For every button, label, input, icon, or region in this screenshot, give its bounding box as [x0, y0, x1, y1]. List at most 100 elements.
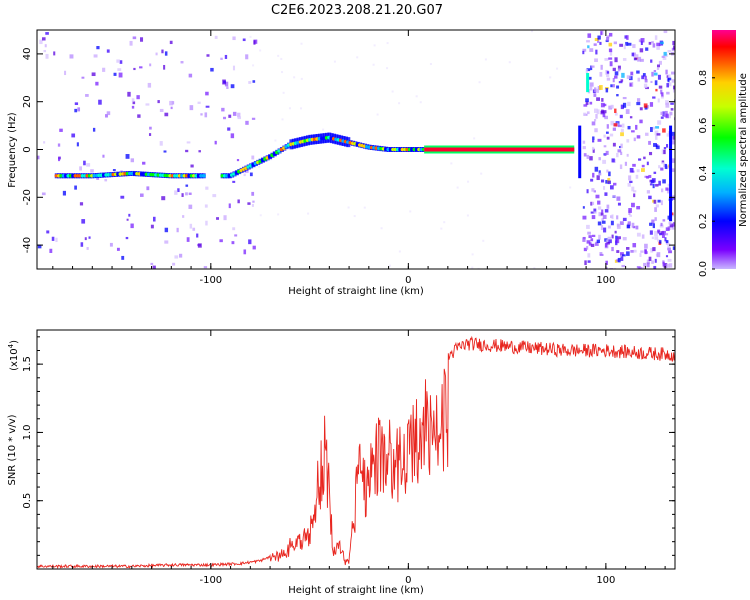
spectrogram-noise-cell: [644, 78, 648, 83]
spectrogram-noise-cell: [398, 102, 401, 105]
spectrogram-noise-cell: [662, 219, 666, 222]
spectrogram-noise-cell: [651, 71, 654, 77]
colorbar-tick-label: 0.2: [698, 213, 709, 229]
spectrogram-noise-cell: [665, 113, 669, 119]
spectrogram-noise-cell: [610, 104, 614, 109]
spectrogram-noise-cell: [185, 149, 189, 153]
spectrogram-noise-cell: [618, 81, 623, 84]
spectrogram-noise-cell: [170, 106, 173, 110]
spectrogram-noise-cell: [353, 215, 356, 218]
spectrogram-noise-cell: [609, 185, 614, 190]
spectrogram-noise-cell: [623, 44, 626, 50]
spectrogram-noise-cell: [43, 141, 46, 144]
spectrogram-noise-cell: [429, 63, 432, 66]
spectrogram-noise-cell: [155, 52, 158, 56]
spectrogram-noise-cell: [654, 134, 658, 140]
spectrogram-noise-cell: [595, 194, 600, 199]
spectrogram-edge-spike: [578, 125, 582, 179]
spectrogram-noise-cell: [665, 69, 668, 75]
spectrogram-noise-cell: [45, 53, 49, 59]
spectrogram-noise-cell: [660, 200, 663, 206]
spectrogram-noise-cell: [646, 175, 649, 179]
spectrogram-y-axis: -40 -20 0 20 40: [22, 48, 675, 253]
spectrogram-noise-cell: [480, 172, 483, 175]
spectrogram-noise-cell: [478, 81, 481, 84]
spectrogram-noise-cell: [161, 196, 166, 201]
spectrogram-noise-cell: [180, 61, 184, 64]
spectrogram-noise-cell: [616, 215, 619, 220]
spectrogram-noise-cell: [626, 35, 629, 40]
spectrogram-noise-cell: [644, 249, 647, 255]
spectrogram-noise-cell: [606, 36, 610, 42]
spectrogram-noise-cell: [622, 96, 627, 100]
figure-title: C2E6.2023.208.21.20.G07: [271, 3, 443, 18]
spectrogram-noise-cell: [91, 72, 96, 77]
spectrogram-noise-cell: [232, 36, 236, 41]
spectrogram-noise-cell: [80, 242, 84, 247]
spectrogram-noise-cell: [620, 128, 624, 133]
spectrogram-noise-cell: [589, 48, 594, 52]
spectrogram-noise-cell: [197, 101, 201, 104]
spectrogram-noise-cell: [662, 128, 666, 133]
spectrogram-noise-cell: [252, 80, 256, 83]
spectrogram-noise-cell: [206, 54, 210, 57]
spectrogram-noise-cell: [188, 73, 193, 78]
spectrogram-noise-cell: [597, 221, 602, 226]
spectrogram-noise-cell: [177, 188, 180, 193]
spectrogram-noise-cell: [656, 133, 661, 136]
spectrogram-noise-cell: [232, 65, 236, 71]
spectrogram-noise-cell: [593, 87, 597, 93]
spectrogram-noise-cell: [648, 140, 652, 145]
spectrogram-noise-cell: [606, 204, 610, 209]
spectrogram-noise-cell: [628, 175, 632, 181]
spectrogram-noise-cell: [594, 128, 598, 133]
spectrogram-noise-cell: [591, 234, 596, 238]
spectrogram-noise-cell: [132, 36, 137, 40]
spectrogram-noise-cell: [613, 182, 617, 186]
spectrogram-noise-cell: [277, 213, 280, 216]
spectrogram-noise-cell: [620, 143, 623, 149]
spectrogram-noise-cell: [627, 42, 632, 46]
spectrogram-noise-cell: [169, 40, 173, 45]
spectrogram-noise-cell: [661, 95, 664, 99]
spectrogram-noise-cell: [665, 227, 670, 232]
spectrogram-noise-cell: [673, 89, 675, 93]
spectrogram-noise-cell: [363, 206, 366, 209]
spectrogram-noise-cell: [612, 77, 615, 83]
spectrogram-noise-cell: [600, 64, 603, 70]
spectrogram-noise-cell: [670, 158, 675, 163]
spectrogram-noise-cell: [597, 35, 601, 40]
spectrogram-noise-cell: [333, 60, 336, 63]
spectrogram-noise-cell: [625, 109, 630, 114]
spectrogram-noise-cell: [660, 116, 664, 119]
spectrogram-noise-cell: [582, 237, 586, 242]
spectrogram-noise-cell: [661, 230, 666, 236]
spectrogram-noise-cell: [139, 37, 144, 42]
spectrogram-noise-cell: [614, 230, 617, 234]
spectrogram-trace-cell: [201, 173, 206, 178]
spectrogram-noise-cell: [654, 130, 659, 136]
spectrogram-noise-cell: [659, 240, 662, 244]
spectrogram-noise-cell: [152, 265, 156, 269]
spectrogram-noise-cell: [606, 241, 610, 245]
snr-panel: -100 0 100 0.5 1.0 1.5 Height of straight li…: [7, 329, 676, 596]
spectrogram-noise-cell: [118, 72, 123, 78]
snr-x-tick-label: 0: [405, 575, 411, 586]
spectrogram-noise-cell: [617, 257, 621, 263]
spectrogram-noise-cell: [648, 195, 652, 200]
spectrogram-noise-cell: [656, 42, 661, 47]
spectrogram-noise-cell: [656, 64, 660, 68]
spectrogram-noise-cell: [649, 230, 653, 235]
spectrogram-noise-cell: [603, 227, 607, 233]
spectrogram-noise-cell: [242, 38, 246, 42]
colorbar-ticks: 0.0 0.2 0.4 0.6 0.8: [698, 70, 715, 277]
spectrogram-noise-cell: [157, 100, 160, 104]
spectrogram-noise-cell: [603, 134, 606, 138]
spectrogram-noise-cell: [666, 75, 669, 79]
spectrogram-noise-cell: [282, 91, 285, 94]
spectrogram-noise-cell: [589, 156, 593, 161]
spectrogram-noise-cell: [652, 43, 656, 48]
spectrogram-noise-cell: [602, 159, 607, 164]
spectrogram-noise-cell: [391, 90, 394, 93]
colorbar-tick-label: 0.4: [698, 165, 709, 181]
